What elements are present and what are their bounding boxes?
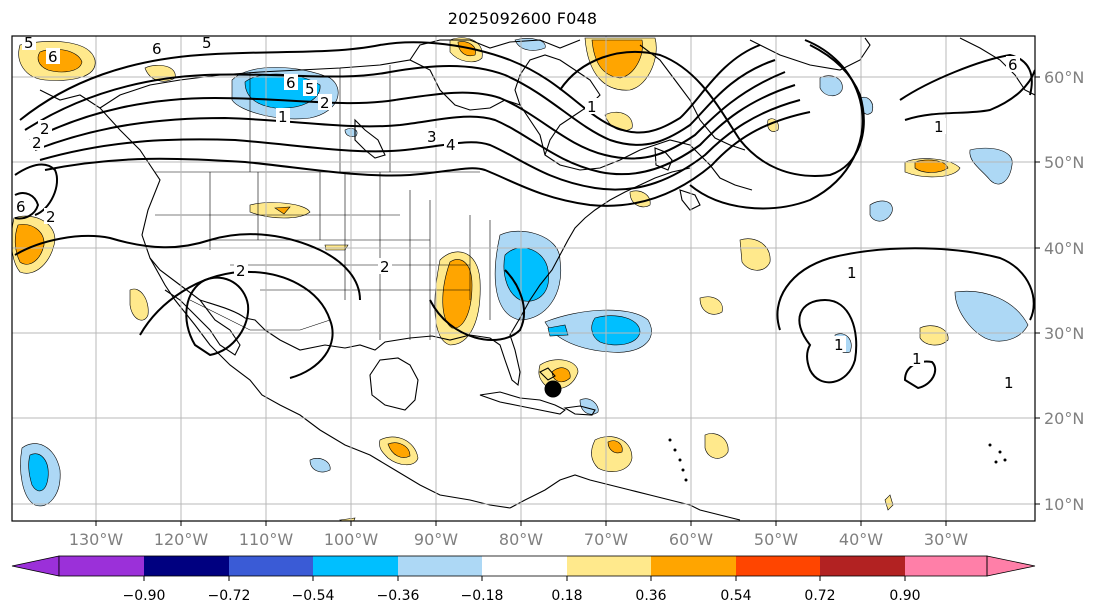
lon-label: 60°W: [669, 530, 713, 549]
contour-label: 5: [202, 34, 212, 52]
lat-label: 50°N: [1044, 153, 1084, 172]
contour-label: 2: [380, 258, 390, 276]
contour-label: 1: [587, 98, 597, 116]
lat-label: 60°N: [1044, 68, 1084, 87]
contour-label: 2: [32, 134, 42, 152]
colorbar: −0.90 −0.72 −0.54 −0.36 −0.18 0.18 0.36 …: [11, 555, 1036, 604]
storm-position-marker: [544, 380, 562, 398]
contour-label: 2: [46, 208, 56, 226]
state-borders: [155, 65, 491, 340]
colorbar-segment: [229, 556, 313, 576]
lon-label: 90°W: [414, 530, 458, 549]
lon-label: 70°W: [584, 530, 628, 549]
lon-label: 130°W: [69, 530, 124, 549]
latitude-axis: 60°N 50°N 40°N 30°N 20°N 10°N: [1035, 68, 1084, 514]
contour-label: 6: [16, 198, 26, 216]
colorbar-tick-label: −0.54: [292, 588, 335, 604]
colorbar-segment: [482, 556, 567, 576]
lat-label: 20°N: [1044, 409, 1084, 428]
contour-label: 1: [912, 350, 922, 368]
colorbar-tick-label: 0.72: [804, 588, 835, 604]
lat-label: 10°N: [1044, 495, 1084, 514]
lat-label: 40°N: [1044, 239, 1084, 258]
colorbar-tick-label: −0.18: [461, 588, 504, 604]
lon-label: 80°W: [499, 530, 543, 549]
contour-label: 6: [286, 74, 296, 92]
contours: [14, 39, 1035, 390]
lon-label: 40°W: [839, 530, 883, 549]
colorbar-tick-label: −0.72: [208, 588, 251, 604]
colorbar-segment: [905, 556, 987, 576]
colorbar-segment: [567, 556, 651, 576]
colorbar-extend-low: [11, 555, 60, 577]
colorbar-segment: [313, 556, 398, 576]
colorbar-segment: [59, 556, 144, 576]
contour-label: 5: [305, 80, 315, 98]
contour-labels: 6 5 6 5 2 1 4 3 2 6 1 2 5 6: [14, 34, 1020, 392]
contour-label: 1: [847, 264, 857, 282]
lat-label: 30°N: [1044, 324, 1084, 343]
contour-label: 2: [320, 94, 330, 112]
lon-label: 110°W: [239, 530, 294, 549]
contour-label: 2: [236, 262, 246, 280]
colorbar-segment: [736, 556, 820, 576]
colorbar-tick-label: 0.54: [720, 588, 751, 604]
lon-label: 120°W: [154, 530, 209, 549]
lon-label: 50°W: [754, 530, 798, 549]
contour-label: 5: [24, 34, 34, 52]
lon-label: 100°W: [324, 530, 379, 549]
contour-label: 1: [934, 118, 944, 136]
colorbar-tick-label: −0.90: [123, 588, 166, 604]
colorbar-tick-label: 0.90: [889, 588, 920, 604]
lon-label: 30°W: [924, 530, 968, 549]
map-frame: [11, 35, 1036, 522]
contour-label: 4: [446, 136, 456, 154]
colorbar-tick-label: −0.36: [377, 588, 420, 604]
colorbar-tick-label: 0.18: [551, 588, 582, 604]
colorbar-segment: [144, 556, 229, 576]
anomaly-shading: [12, 37, 1029, 521]
contour-label: 6: [1008, 56, 1018, 74]
contour-label: 3: [427, 128, 437, 146]
contour-label: 1: [278, 108, 288, 126]
colorbar-segment: [398, 556, 482, 576]
colorbar-segment: [820, 556, 905, 576]
contour-label: 1: [1004, 374, 1014, 392]
colorbar-segment: [651, 556, 736, 576]
longitude-axis: 130°W 120°W 110°W 100°W 90°W 80°W 70°W 6…: [69, 521, 968, 549]
contour-label: 2: [40, 120, 50, 138]
colorbar-tick-label: 0.36: [635, 588, 666, 604]
contour-label: 6: [48, 48, 58, 66]
colorbar-extend-high: [986, 555, 1036, 577]
contour-label: 6: [152, 40, 162, 58]
map-title: 2025092600 F048: [447, 9, 598, 28]
contour-label: 1: [834, 336, 844, 354]
